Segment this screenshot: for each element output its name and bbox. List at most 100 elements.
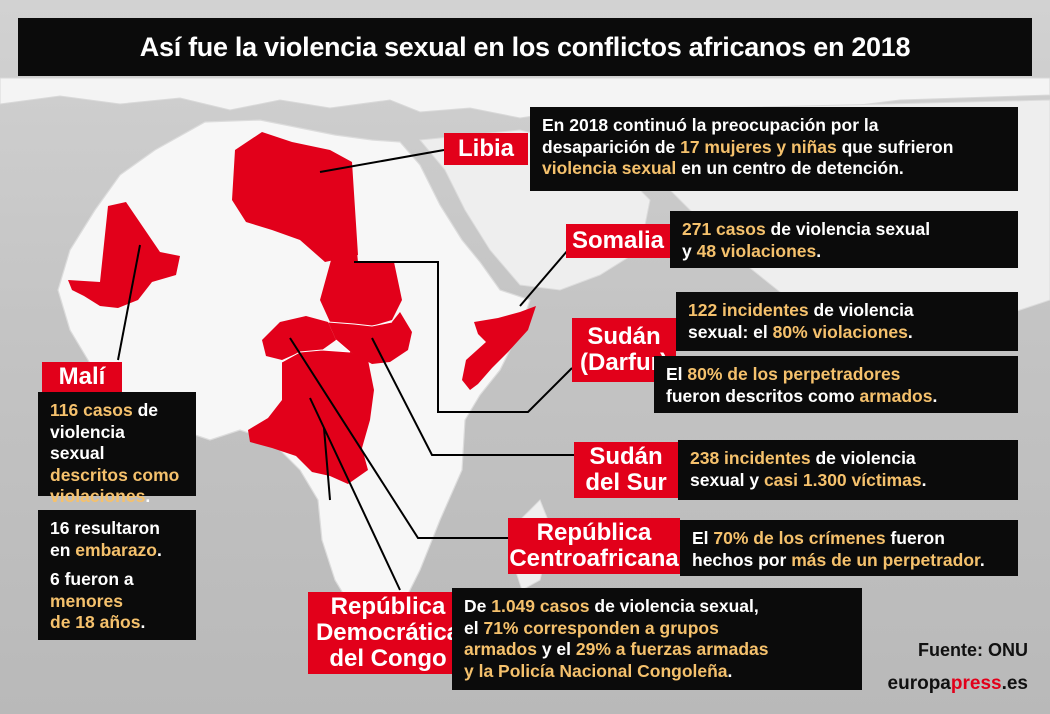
body-text: fueron a — [59, 569, 134, 589]
body-text: . — [932, 385, 938, 406]
highlight-text: 48 violaciones — [696, 240, 817, 261]
box-rca-text: El 70% de los crímenes fueron hechos por … — [692, 528, 1006, 571]
text-line: 116 casos de — [50, 400, 184, 422]
body-text: 16 — [50, 518, 70, 538]
body-text: sexual: el — [688, 321, 773, 342]
body-text: desaparición de — [542, 136, 681, 157]
box-sudan-sur-text: 238 incidentes de violencia sexual y casi… — [690, 448, 1006, 491]
body-text: fueron descritos como — [666, 385, 860, 406]
highlight-text: 116 casos — [50, 400, 133, 420]
leader-darfur — [354, 261, 573, 413]
text-line: y la Policía Nacional Congoleña. — [464, 661, 850, 683]
body-text: y el — [536, 639, 576, 659]
country-borders — [281, 321, 393, 363]
body-text: . — [727, 660, 733, 681]
text-line: 271 casos de violencia sexual — [682, 219, 1006, 241]
label-darfur: Sudán (Darfur) — [572, 318, 676, 382]
highlight-text: 17 mujeres y niñas — [680, 136, 837, 157]
body-text: y — [682, 240, 697, 261]
text-line: fueron descritos como armados. — [666, 386, 1006, 408]
text-line: descritos como — [50, 465, 184, 487]
text-line: violencia sexual en un centro de detenci… — [542, 158, 1006, 180]
highlight-text: violencia sexual — [542, 158, 677, 178]
highlight-text: 80% violaciones — [772, 321, 908, 342]
text-line: El 70% de los crímenes fueron — [692, 528, 1006, 550]
text-line: En 2018 continuó la preocupación por la — [542, 115, 1006, 137]
box-darfur-text: 122 incidentes de violencia sexual: el 80… — [688, 300, 1006, 343]
label-somalia: Somalia — [566, 224, 670, 258]
body-text: 6 — [50, 569, 60, 589]
body-text: en un centro de detención. — [676, 158, 904, 178]
label-rdc: República Democrática del Congo — [308, 592, 468, 674]
label-sudan-sur-line-1: Sudán — [589, 443, 663, 470]
body-text: de — [132, 400, 159, 420]
label-darfur-line-1: Sudán — [587, 323, 661, 350]
text-line: el 71% corresponden a grupos — [464, 618, 850, 640]
text-line: 16 resultaron — [50, 518, 184, 540]
leader-rdc-2 — [323, 427, 331, 501]
highlight-text: embarazo — [75, 539, 157, 560]
highlight-text: 1.049 casos — [491, 596, 590, 616]
leader-libia — [319, 149, 445, 173]
body-text: . — [145, 486, 151, 506]
text-line: 6 fueron a — [50, 569, 184, 591]
label-rca-line-1: República — [536, 519, 652, 546]
highlight-text: 70% de los crímenes — [713, 528, 886, 548]
label-sudan-sur-line-2: del Sur — [585, 469, 667, 496]
text-line: De 1.049 casos de violencia sexual, — [464, 596, 850, 618]
body-text: resultaron — [69, 518, 160, 538]
text-line: desaparición de 17 mujeres y niñas que s… — [542, 137, 1006, 159]
country-drc-shape — [248, 350, 374, 484]
box-libia: En 2018 continuó la preocupación por la d… — [530, 107, 1018, 191]
highlight-text: 122 incidentes — [688, 300, 809, 320]
body-text: que sufrieron — [836, 136, 954, 157]
source-credit: Fuente: ONU — [918, 640, 1028, 660]
body-text: . — [157, 539, 162, 560]
highlight-text: 238 incidentes — [690, 448, 811, 468]
highlight-text: 80% de los perpetradores — [687, 364, 901, 384]
text-line: El 80% de los perpetradores — [666, 364, 1006, 386]
leader-somalia — [519, 249, 569, 307]
box-mali: 116 casos de violencia sexual descritos co… — [38, 392, 196, 506]
page-title: Así fue la violencia sexual en los confl… — [18, 18, 1032, 76]
body-text: hechos por — [692, 549, 792, 570]
highlight-text: 29% a fuerzas armadas — [575, 639, 769, 659]
highlight-text: 71% corresponden a grupos — [483, 617, 719, 638]
text-line: 238 incidentes de violencia — [690, 448, 1006, 470]
leader-sudan-sur — [371, 337, 574, 456]
leader-lines — [117, 149, 574, 591]
country-libia-shape — [232, 132, 358, 262]
body-text: . — [979, 549, 985, 570]
highlight-text: descritos como — [50, 464, 180, 485]
leader-rca — [289, 337, 508, 539]
box-rdc: De 1.049 casos de violencia sexual, el 71… — [452, 588, 862, 690]
body-text: . — [921, 469, 927, 490]
body-text: de violencia — [808, 300, 914, 320]
body-text: . — [140, 612, 146, 632]
body-text: El — [666, 364, 688, 384]
body-text: El — [692, 528, 714, 548]
text-line: 122 incidentes de violencia — [688, 300, 1006, 322]
brand-part-1: europa — [887, 673, 951, 694]
box-darfur-2: El 80% de los perpetradores fueron descri… — [654, 356, 1018, 413]
label-sudan-sur: Sudán del Sur — [574, 442, 678, 498]
brand-part-2: press — [950, 673, 1002, 694]
label-libia: Libia — [444, 133, 528, 165]
highlight-text: menores — [50, 590, 123, 611]
country-somalia-shape — [462, 306, 536, 390]
text-line: en embarazo. — [50, 540, 184, 562]
box-rdc-text: De 1.049 casos de violencia sexual, el 71… — [464, 596, 850, 682]
body-text: el — [464, 617, 484, 638]
brand-part-3: .es — [1001, 673, 1028, 694]
label-rdc-line-2: Democrática — [315, 619, 461, 646]
box-somalia-text: 271 casos de violencia sexual y 48 violac… — [682, 219, 1006, 262]
label-rca: República Centroafricana — [508, 518, 680, 574]
box-mali-text: 116 casos de violencia sexual descritos co… — [50, 400, 184, 508]
body-text: sexual y — [690, 469, 764, 490]
label-rdc-line-1: República — [330, 593, 446, 620]
body-text: En 2018 continuó la preocupación por la — [542, 115, 879, 135]
box-somalia: 271 casos de violencia sexual y 48 violac… — [670, 211, 1018, 268]
box-rca: El 70% de los crímenes fueron hechos por … — [680, 520, 1018, 576]
text-line: de 18 años. — [50, 612, 184, 634]
brand-logo: europapress.es — [888, 673, 1028, 695]
